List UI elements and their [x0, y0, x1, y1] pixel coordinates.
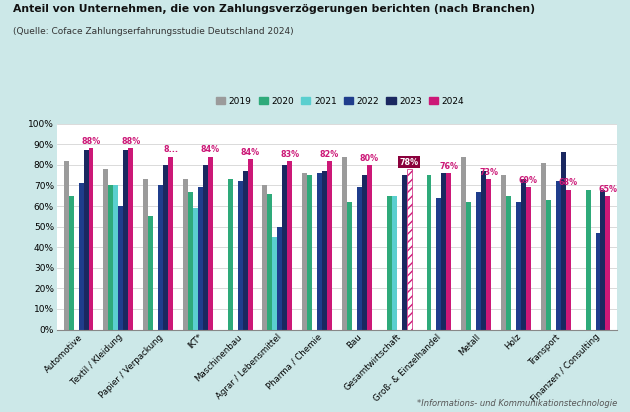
Bar	[466, 202, 471, 330]
Bar	[317, 173, 322, 330]
Bar	[227, 179, 232, 330]
Bar	[516, 202, 521, 330]
Bar	[272, 237, 277, 330]
Bar	[427, 175, 432, 330]
Bar	[143, 179, 148, 330]
Bar	[437, 198, 442, 330]
Text: 83%: 83%	[280, 150, 299, 159]
Bar	[486, 179, 491, 330]
Bar	[118, 206, 123, 330]
Text: 8...: 8...	[163, 145, 178, 154]
Bar	[541, 163, 546, 330]
Bar	[526, 187, 531, 330]
Bar	[158, 185, 163, 330]
Bar	[277, 227, 282, 330]
Bar	[243, 171, 248, 330]
Bar	[406, 169, 411, 330]
Bar	[561, 152, 566, 330]
Text: 78%: 78%	[399, 158, 419, 167]
Bar	[367, 165, 372, 330]
Bar	[342, 157, 347, 330]
Bar	[287, 161, 292, 330]
Bar	[566, 190, 571, 330]
Text: 73%: 73%	[479, 168, 498, 177]
Bar	[103, 169, 108, 330]
Bar	[123, 150, 129, 330]
Bar	[108, 185, 113, 330]
Bar	[521, 179, 526, 330]
Bar	[402, 175, 406, 330]
Bar	[600, 190, 605, 330]
Bar	[188, 192, 193, 330]
Bar	[506, 196, 511, 330]
Legend: 2019, 2020, 2021, 2022, 2023, 2024: 2019, 2020, 2021, 2022, 2023, 2024	[212, 93, 468, 109]
Text: (Quelle: Coface Zahlungserfahrungsstudie Deutschland 2024): (Quelle: Coface Zahlungserfahrungsstudie…	[13, 27, 293, 36]
Bar	[88, 148, 93, 330]
Bar	[595, 233, 600, 330]
Bar	[238, 181, 243, 330]
Bar	[556, 181, 561, 330]
Bar	[168, 157, 173, 330]
Bar	[113, 185, 118, 330]
Bar	[203, 165, 208, 330]
Text: 68%: 68%	[559, 178, 578, 187]
Bar	[501, 175, 506, 330]
Bar	[198, 187, 203, 330]
Bar	[84, 150, 88, 330]
Text: Anteil von Unternehmen, die von Zahlungsverzögerungen berichten (nach Branchen): Anteil von Unternehmen, die von Zahlungs…	[13, 4, 535, 14]
Bar	[302, 173, 307, 330]
Bar	[64, 161, 69, 330]
Bar	[248, 159, 253, 330]
Bar	[476, 192, 481, 330]
Bar	[327, 161, 332, 330]
Bar	[148, 216, 153, 330]
Text: *Informations- und Kommunikationstechnologie: *Informations- und Kommunikationstechnol…	[417, 399, 617, 408]
Bar	[387, 196, 392, 330]
Bar	[605, 196, 610, 330]
Bar	[461, 157, 466, 330]
Bar	[263, 185, 268, 330]
Bar	[546, 200, 551, 330]
Bar	[481, 171, 486, 330]
Text: 76%: 76%	[439, 162, 459, 171]
Bar	[208, 157, 213, 330]
Bar	[362, 175, 367, 330]
Bar	[129, 148, 134, 330]
Bar	[193, 208, 198, 330]
Text: 84%: 84%	[201, 145, 220, 154]
Bar	[282, 165, 287, 330]
Bar	[307, 175, 312, 330]
Bar	[322, 171, 327, 330]
Text: 88%: 88%	[81, 137, 101, 146]
Bar	[163, 165, 168, 330]
Bar	[69, 196, 74, 330]
Text: 69%: 69%	[519, 176, 538, 185]
Bar	[268, 194, 272, 330]
Bar	[347, 202, 352, 330]
Text: 80%: 80%	[360, 154, 379, 163]
Bar	[392, 196, 397, 330]
Bar	[442, 173, 447, 330]
Text: 84%: 84%	[241, 147, 260, 157]
Bar	[357, 187, 362, 330]
Text: 82%: 82%	[320, 150, 339, 159]
Bar	[183, 179, 188, 330]
Bar	[586, 190, 590, 330]
Text: 88%: 88%	[121, 137, 140, 146]
Bar	[79, 183, 84, 330]
Bar	[447, 173, 451, 330]
Text: 65%: 65%	[598, 185, 617, 194]
